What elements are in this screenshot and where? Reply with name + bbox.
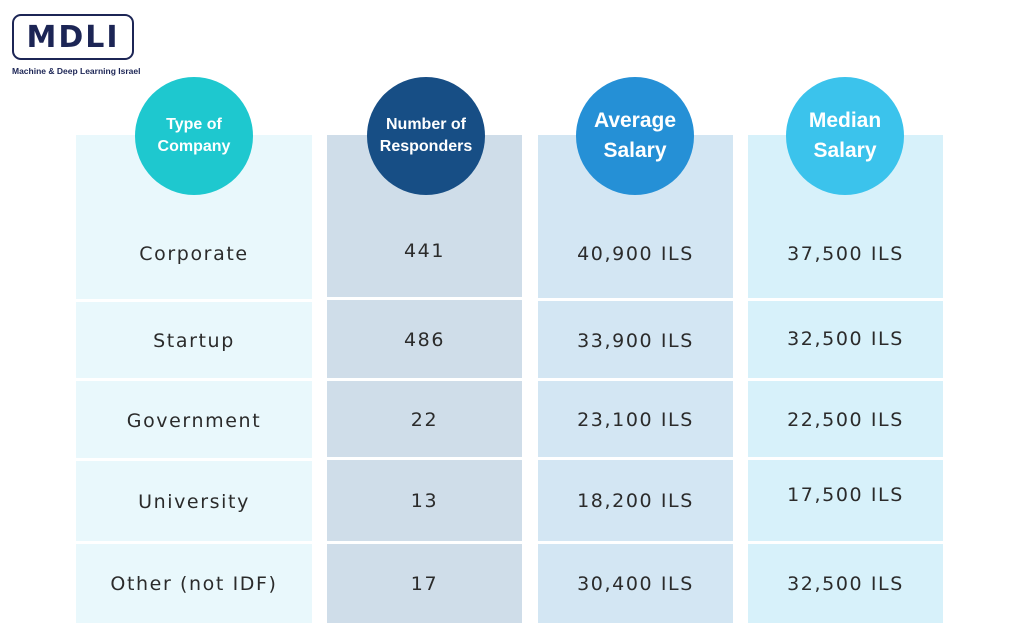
column-number-of-responders: 441 486 22 13 17 xyxy=(327,135,522,623)
row-divider xyxy=(538,378,733,381)
column-average-salary: 40,900 ILS 33,900 ILS 23,100 ILS 18,200 … xyxy=(538,135,733,623)
row-divider xyxy=(748,457,943,460)
header-average-line-2: Salary xyxy=(603,139,667,162)
cell-median-row-5: 32,500 ILS xyxy=(787,572,904,595)
cell-median-row-3: 22,500 ILS xyxy=(787,409,904,431)
header-number-of-responders: Number of Responders xyxy=(367,77,485,195)
cell-median-row-1: 37,500 ILS xyxy=(787,242,904,265)
cell-average-row-4: 18,200 ILS xyxy=(577,490,694,512)
header-average-salary: Average Salary xyxy=(576,77,694,195)
cell-responders-row-4: 13 xyxy=(410,489,439,512)
column-median-salary: 37,500 ILS 32,500 ILS 22,500 ILS 17,500 … xyxy=(748,135,943,623)
row-divider xyxy=(327,457,522,460)
cell-responders-row-5: 17 xyxy=(410,572,439,595)
row-divider xyxy=(748,378,943,381)
row-divider xyxy=(76,458,312,461)
header-type-of-company: Type of Company xyxy=(135,77,253,195)
header-median-salary: Median Salary xyxy=(786,77,904,195)
cell-responders-row-3: 22 xyxy=(410,408,439,431)
cell-average-row-5: 30,400 ILS xyxy=(577,572,694,595)
row-divider xyxy=(538,298,733,301)
row-divider xyxy=(538,457,733,460)
header-median-line-2: Salary xyxy=(813,139,877,162)
row-divider xyxy=(327,378,522,381)
cell-average-row-2: 33,900 ILS xyxy=(577,329,694,352)
header-responders-line-2: Responders xyxy=(379,138,473,155)
header-average-line-1: Average xyxy=(593,108,677,132)
header-median-line-1: Median xyxy=(808,108,882,132)
cell-median-row-4: 17,500 ILS xyxy=(787,484,904,506)
mdli-logo: MDLI Machine & Deep Learning Israel xyxy=(12,14,140,76)
logo-wordmark: MDLI xyxy=(12,14,134,60)
row-divider xyxy=(538,541,733,544)
row-divider xyxy=(76,299,312,302)
header-responders-line-1: Number of xyxy=(386,116,466,134)
column-type-of-company: Corporate Startup Government University … xyxy=(76,135,312,623)
row-divider xyxy=(327,297,522,300)
row-divider xyxy=(76,541,312,544)
cell-type-row-3: Government xyxy=(126,409,262,432)
cell-responders-row-1: 441 xyxy=(403,239,446,262)
cell-type-row-2: Startup xyxy=(153,330,235,352)
header-type-line-1: Type of xyxy=(166,116,222,134)
cell-median-row-2: 32,500 ILS xyxy=(787,328,904,350)
cell-type-row-5: Other (not IDF) xyxy=(110,572,278,595)
header-type-line-2: Company xyxy=(157,138,231,155)
row-divider xyxy=(327,541,522,544)
cell-average-row-3: 23,100 ILS xyxy=(577,409,694,431)
cell-type-row-1: Corporate xyxy=(139,242,249,265)
cell-average-row-1: 40,900 ILS xyxy=(577,242,694,265)
row-divider xyxy=(748,541,943,544)
logo-tagline: Machine & Deep Learning Israel xyxy=(12,66,141,76)
cell-type-row-4: University xyxy=(138,491,250,513)
cell-responders-row-2: 486 xyxy=(403,329,446,351)
row-divider xyxy=(76,378,312,381)
row-divider xyxy=(748,298,943,301)
